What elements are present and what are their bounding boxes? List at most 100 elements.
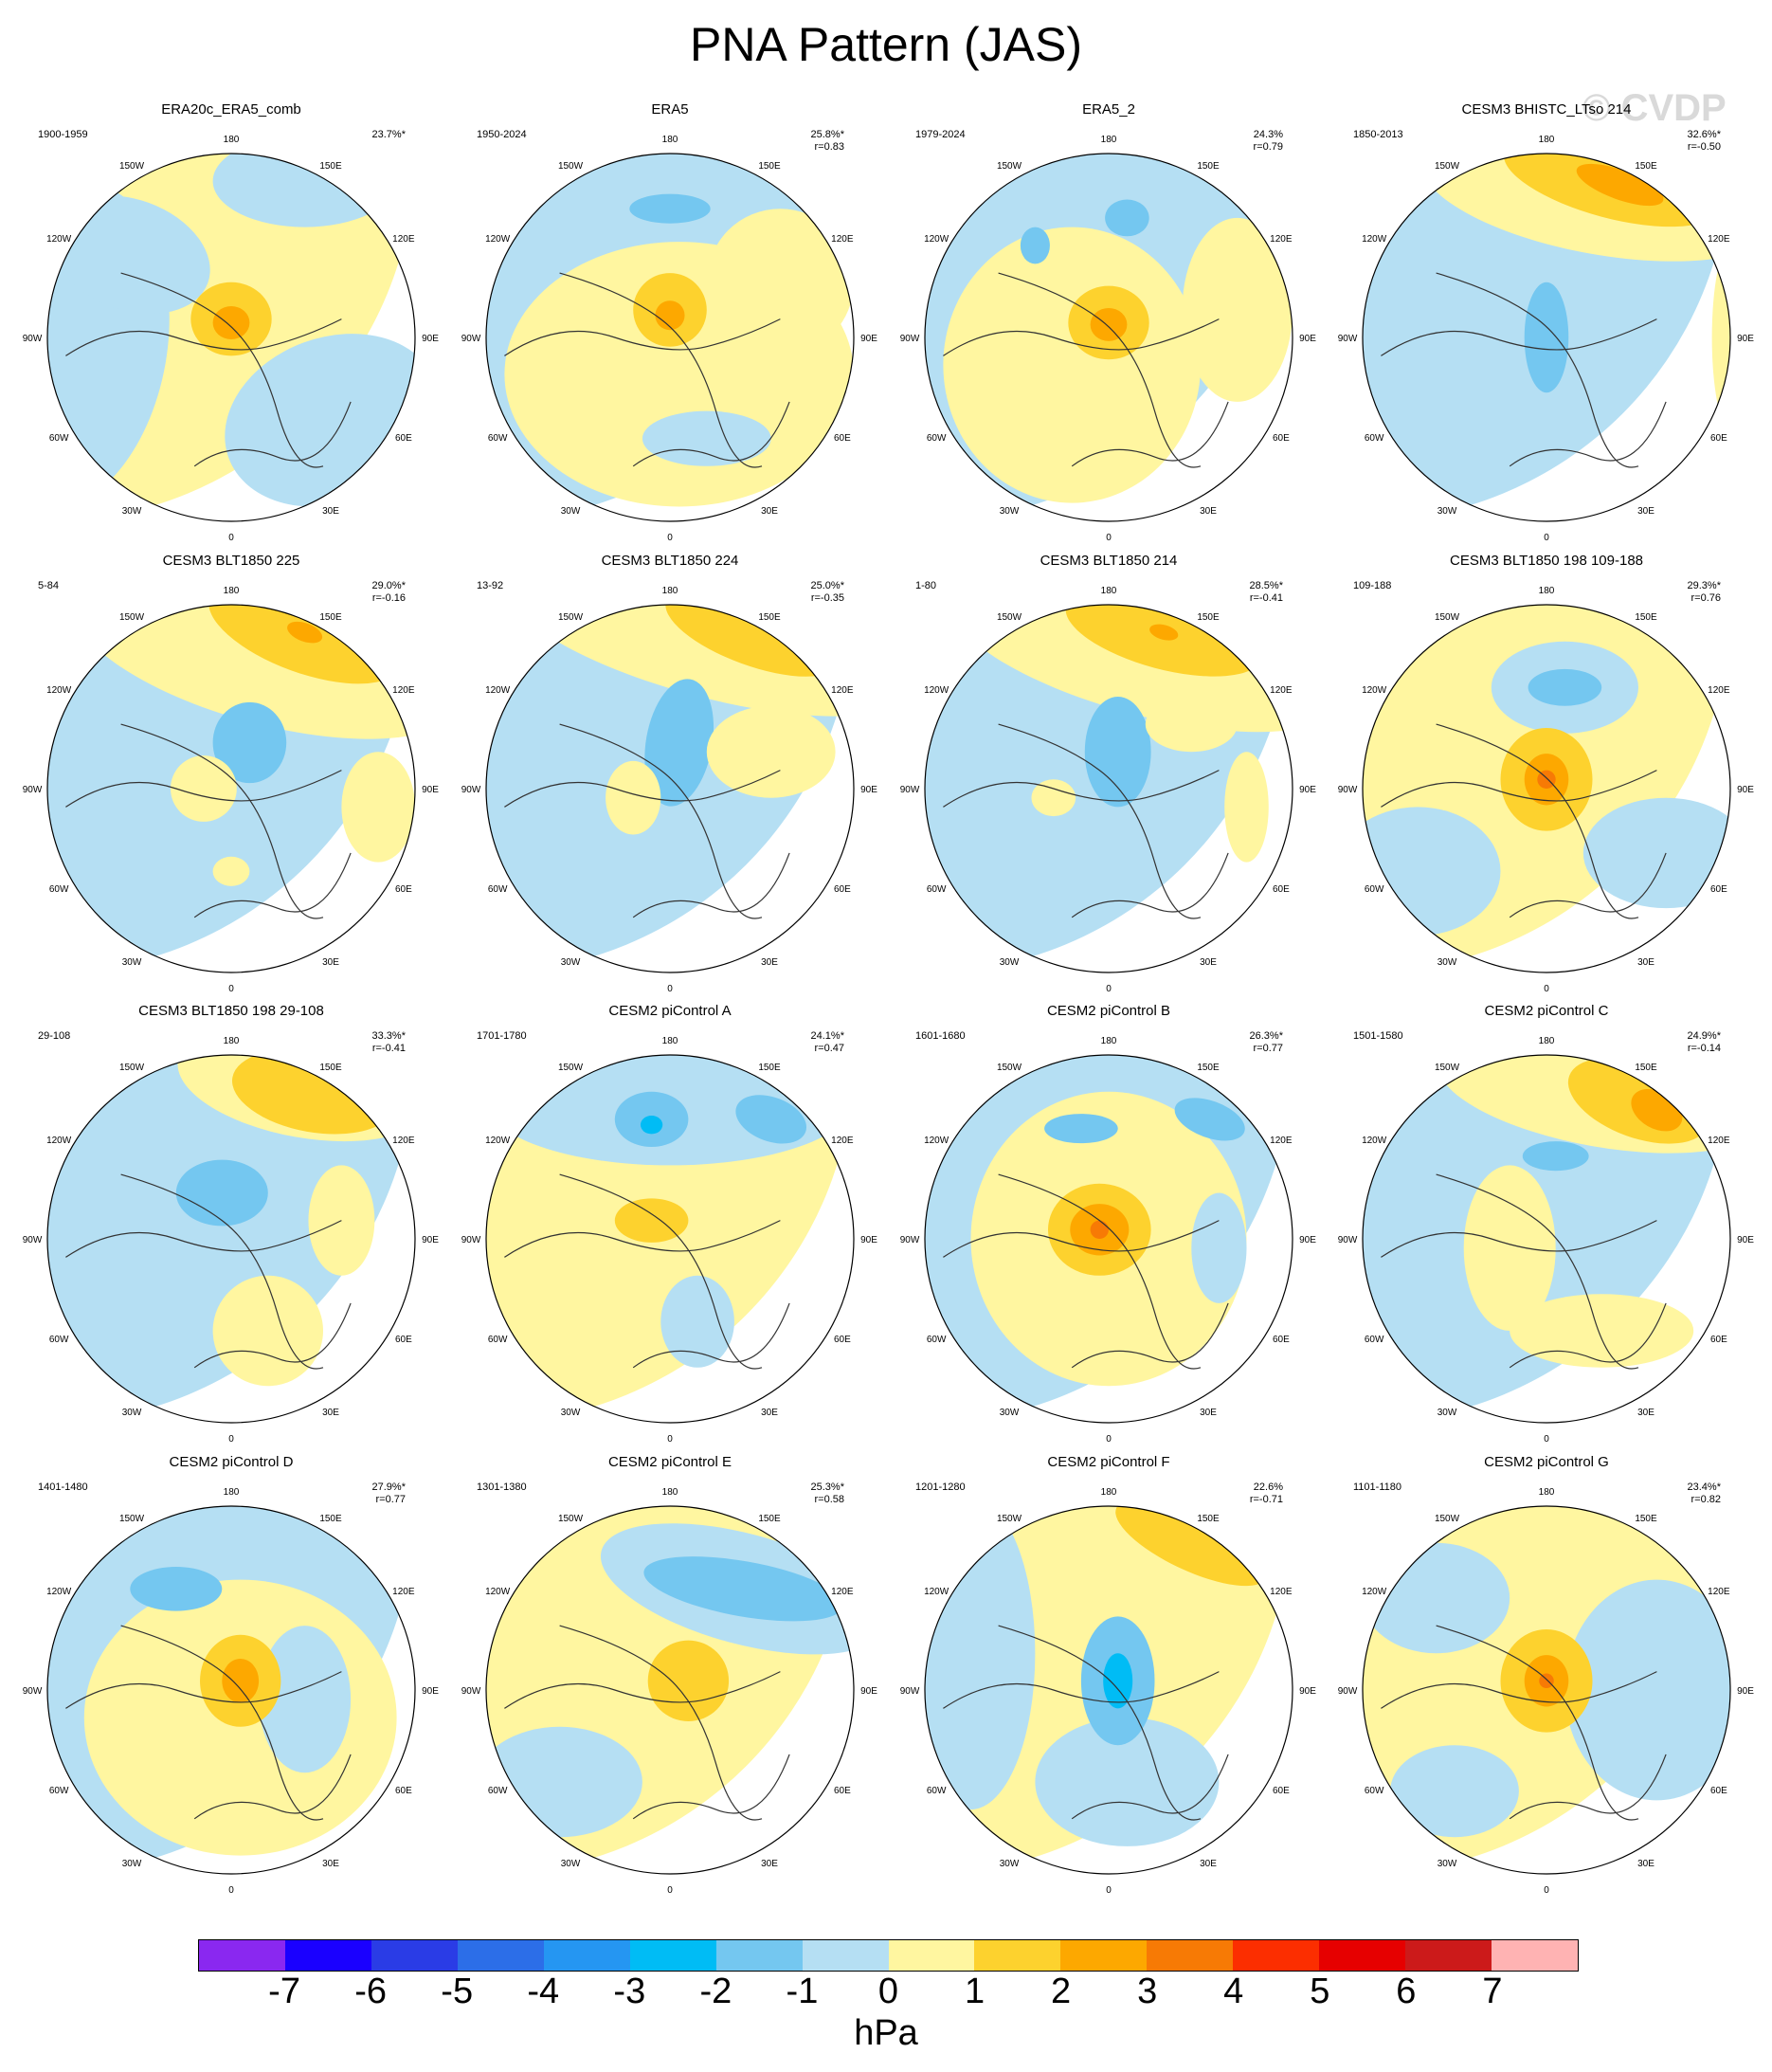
colorbar-tick-label: 6: [1396, 1972, 1417, 2011]
panel-correlation: r=0.58: [815, 1494, 845, 1505]
panel-correlation: r=-0.41: [1250, 592, 1283, 604]
map-panel: 180 150E 120E 90E 60E 30E 0 30W 60W 90W 120W 150W CE…: [461, 1003, 878, 1445]
longitude-label: 150E: [758, 1063, 781, 1073]
longitude-label: 120E: [1708, 234, 1730, 245]
panel-years: 1900-1959: [38, 129, 88, 140]
panel-title: CESM2 piControl E: [608, 1454, 732, 1470]
longitude-label: 90E: [422, 785, 439, 795]
longitude-label: 60W: [1365, 1335, 1384, 1345]
coastline: [1381, 1220, 1657, 1258]
coastline: [998, 272, 1202, 468]
longitude-label: 150E: [319, 1063, 342, 1073]
colorbar-tick-label: 4: [1223, 1972, 1244, 2011]
longitude-label: 120W: [485, 685, 511, 696]
longitude-label: 150W: [558, 612, 584, 623]
colorbar-tick-label: -3: [613, 1972, 646, 2011]
longitude-label: 120E: [831, 234, 854, 245]
longitude-label: 150W: [119, 612, 145, 623]
longitude-label: 60E: [395, 1786, 412, 1796]
longitude-label: 30E: [761, 1859, 778, 1869]
coastline: [998, 723, 1202, 919]
longitude-label: 90W: [900, 785, 920, 795]
longitude-label: 60E: [1273, 1786, 1290, 1796]
contour-region: [212, 701, 287, 784]
coastline: [193, 401, 352, 467]
longitude-label: 120E: [831, 1587, 854, 1597]
panel-years: 1601-1680: [915, 1030, 966, 1042]
longitude-label: 90E: [1299, 334, 1316, 344]
longitude-label: 90E: [1737, 1686, 1754, 1697]
longitude-label: 150E: [1197, 161, 1220, 172]
longitude-label: 30W: [1437, 1408, 1457, 1418]
panel-years: 109-188: [1353, 580, 1391, 591]
coastline: [193, 1302, 352, 1369]
map-boundary: [1362, 1054, 1731, 1424]
contour-region: [1044, 1114, 1118, 1144]
longitude-label: 90E: [860, 1686, 877, 1697]
coastline: [65, 318, 342, 356]
colorbar-box: [715, 1940, 803, 1971]
colorbar-tick-label: -5: [441, 1972, 474, 2011]
panel-variance: 23.7%*: [372, 129, 407, 140]
map-panel: 180 150E 120E 90E 60E 30E 0 30W 60W 90W 120W 150W ER…: [900, 101, 1317, 543]
colorbar-tick-label: -6: [354, 1972, 388, 2011]
colorbar-tick-label: -4: [527, 1972, 560, 2011]
longitude-label: 120W: [485, 1136, 511, 1146]
coastline: [559, 272, 763, 468]
longitude-label: 30E: [1200, 506, 1217, 517]
longitude-label: 120W: [924, 1587, 949, 1597]
map-boundary: [1362, 1505, 1731, 1875]
longitude-label: 60W: [927, 1786, 947, 1796]
panel-variance: 24.9%*: [1688, 1030, 1722, 1042]
longitude-label: 120E: [392, 1587, 415, 1597]
panel-years: 1-80: [915, 580, 936, 591]
longitude-label: 150W: [997, 161, 1022, 172]
longitude-label: 60W: [927, 1335, 947, 1345]
panel-correlation: r=0.79: [1254, 141, 1284, 153]
map-boundary: [46, 153, 416, 522]
colorbar-box: [199, 1940, 285, 1971]
longitude-label: 0: [228, 1434, 234, 1445]
panel-title: CESM2 piControl A: [608, 1003, 731, 1019]
longitude-label: 120W: [46, 1587, 72, 1597]
longitude-label: 120W: [924, 685, 949, 696]
panel-correlation: r=-0.41: [372, 1043, 406, 1054]
map-panel: 180 150E 120E 90E 60E 30E 0 30W 60W 90W 120W 150W CE…: [900, 1003, 1317, 1445]
longitude-label: 30E: [761, 1408, 778, 1418]
longitude-label: 30W: [1437, 1859, 1457, 1869]
panel-years: 1301-1380: [477, 1481, 527, 1493]
longitude-label: 150W: [558, 1514, 584, 1524]
panel-variance: 22.6%: [1254, 1481, 1283, 1493]
longitude-label: 30W: [122, 1859, 142, 1869]
map-panel: 180 150E 120E 90E 60E 30E 0 30W 60W 90W 120W 150W CE…: [461, 553, 878, 994]
longitude-label: 150W: [1435, 1063, 1460, 1073]
longitude-label: 120W: [485, 234, 511, 245]
longitude-label: 0: [1106, 1885, 1112, 1896]
panel-variance: 29.0%*: [372, 580, 407, 591]
contour-region: [606, 760, 661, 835]
longitude-label: 60E: [1710, 1786, 1727, 1796]
longitude-label: 60E: [834, 884, 851, 895]
longitude-label: 90W: [23, 1235, 43, 1245]
coastline: [504, 1220, 781, 1258]
longitude-label: 180: [662, 1487, 678, 1498]
longitude-label: 90W: [461, 785, 481, 795]
longitude-label: 90E: [860, 334, 877, 344]
longitude-label: 180: [662, 135, 678, 145]
panel-correlation: r=-0.14: [1688, 1043, 1721, 1054]
contour-region: [643, 1556, 843, 1622]
longitude-label: 90W: [900, 334, 920, 344]
longitude-label: 0: [1106, 1434, 1112, 1445]
panel-variance: 33.3%*: [372, 1030, 407, 1042]
longitude-label: 90E: [422, 1235, 439, 1245]
coastline: [1381, 318, 1657, 356]
longitude-label: 30E: [1637, 957, 1654, 968]
contour-region: [655, 300, 685, 331]
colorbar-box: [1233, 1940, 1320, 1971]
coastline: [65, 1220, 342, 1258]
panel-years: 1501-1580: [1353, 1030, 1403, 1042]
coastline: [943, 318, 1220, 356]
longitude-label: 0: [667, 984, 673, 994]
longitude-label: 0: [1544, 533, 1549, 543]
map-boundary: [485, 153, 855, 522]
